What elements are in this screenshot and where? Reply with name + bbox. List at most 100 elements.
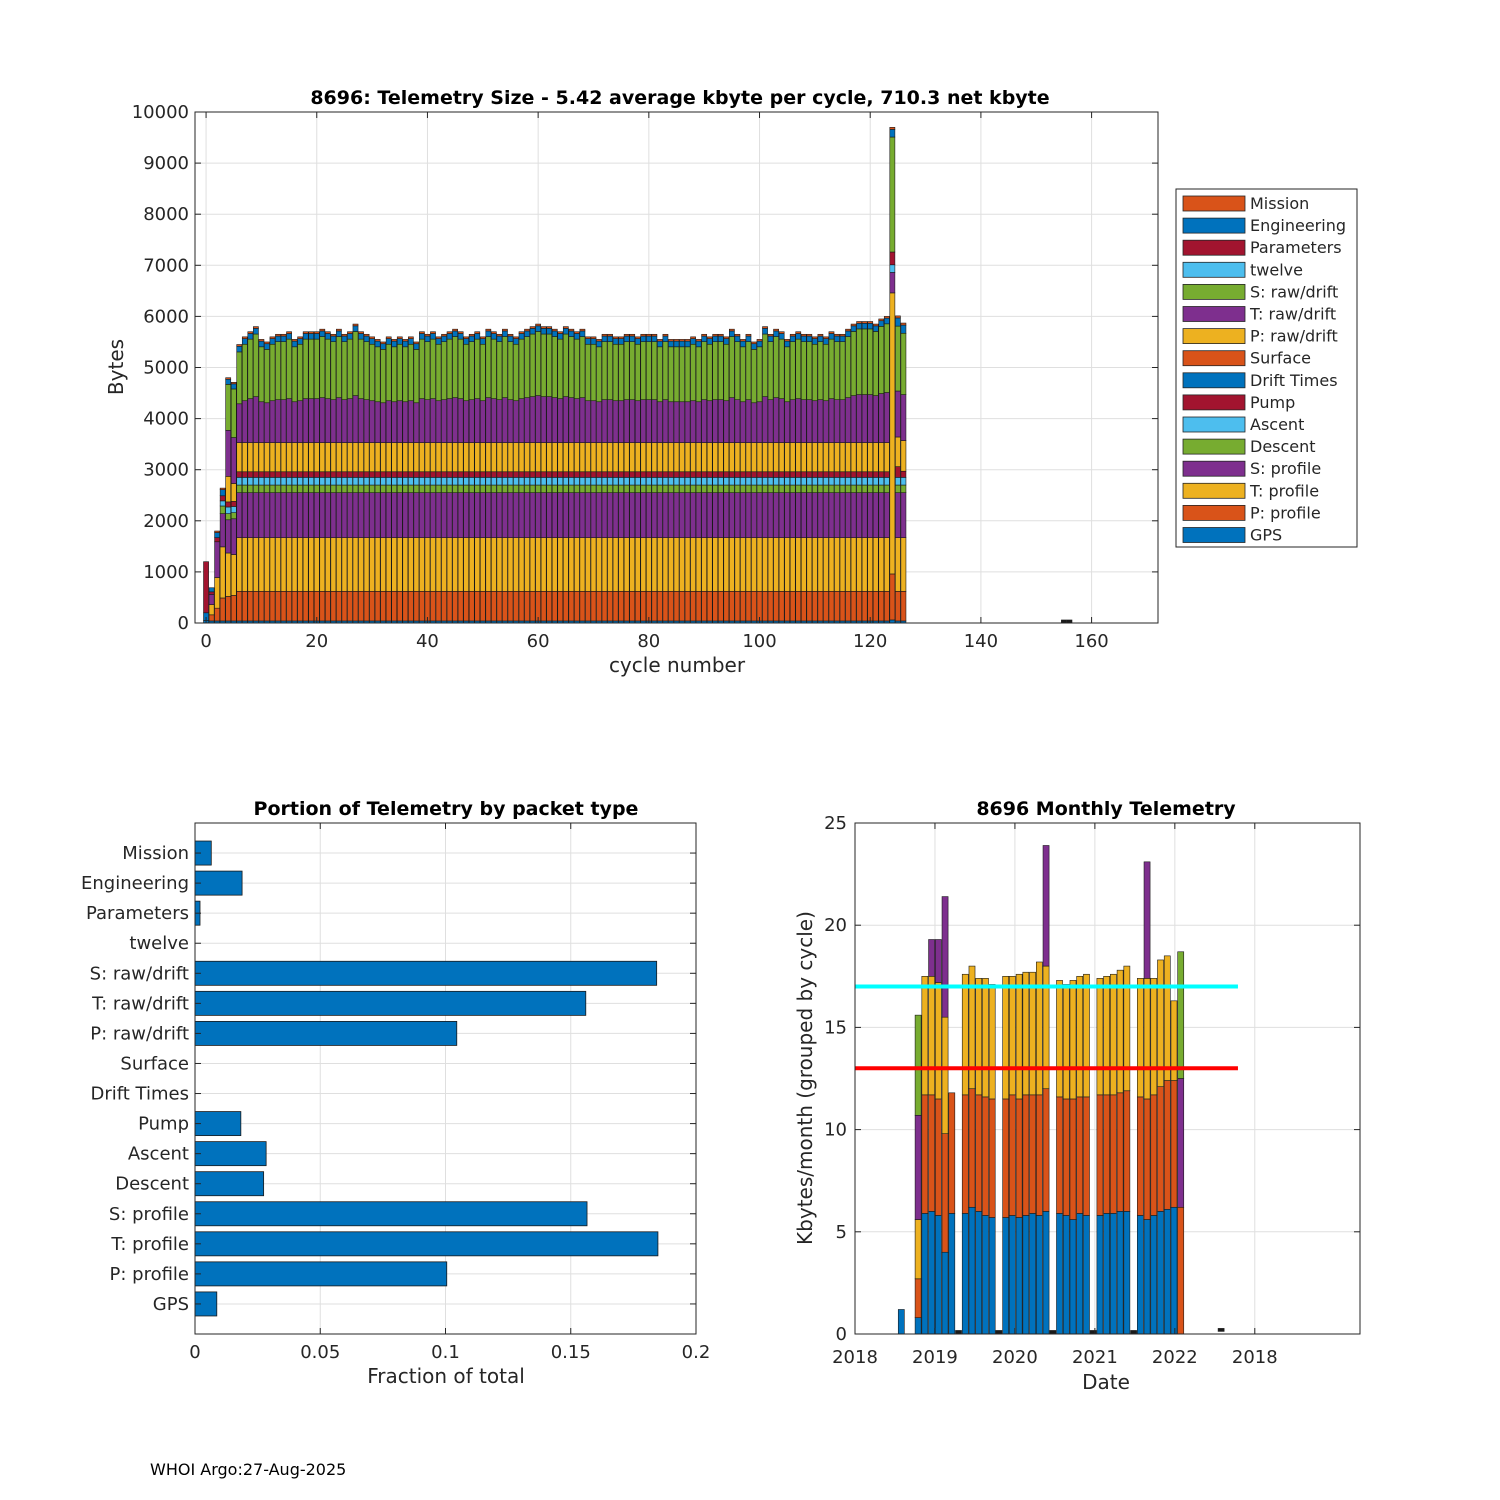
monthly-bar-segment [961,1094,969,1214]
telemetry-size-bar-segment [745,492,752,538]
telemetry-size-bar-segment [407,343,414,402]
telemetry-size-bar-segment [900,394,907,441]
telemetry-size-bar-segment [380,402,387,443]
telemetry-size-bar-segment [834,484,840,493]
monthly-bar-segment [1089,1330,1097,1334]
telemetry-size-bar-segment [856,484,862,493]
telemetry-size-bar-segment [324,492,331,538]
telemetry-size-bar-segment [430,492,436,538]
telemetry-size-bar-segment [313,442,320,473]
telemetry-size-bar-segment [330,537,337,592]
telemetry-size-bar-segment [402,477,409,486]
portion-bar [194,1020,458,1046]
telemetry-size-bar-segment [529,333,536,397]
telemetry-size-xtick-label: 80 [637,631,660,652]
telemetry-size-bar-segment [645,333,652,337]
telemetry-size-bar-segment [258,339,265,342]
telemetry-size-bar-segment [751,477,757,486]
telemetry-size-bar-segment [878,326,885,394]
telemetry-size-bar-segment [712,333,719,337]
telemetry-size-bar-segment [728,591,735,622]
telemetry-size-bar-segment [878,477,885,486]
telemetry-size-bar-segment [424,537,431,592]
telemetry-size-bar-segment [612,442,619,473]
monthly-xtick-label: 2022 [1152,1347,1198,1368]
telemetry-size-bar-segment [812,400,818,443]
telemetry-size-bar-segment [574,338,580,399]
telemetry-size-bar-segment [214,607,220,622]
telemetry-size-bar-segment [756,346,763,403]
telemetry-size-bar-segment [441,335,447,342]
telemetry-size-bar-segment [468,341,475,400]
telemetry-size-bar-segment [712,537,719,592]
legend-swatch [1182,372,1246,389]
telemetry-size-bar-segment [280,399,287,443]
telemetry-size-bar-segment [607,471,613,478]
telemetry-size-bar-segment [457,484,464,493]
telemetry-size-bar-segment [845,492,851,538]
telemetry-size-bar-segment [839,537,846,592]
telemetry-size-bar-segment [269,400,276,443]
telemetry-size-bar-segment [463,537,470,592]
telemetry-size-bar-segment [701,471,708,478]
telemetry-size-bar-segment [385,471,392,478]
telemetry-size-bar-segment [789,484,796,493]
telemetry-size-bar-segment [717,335,724,342]
telemetry-size-bar-segment [457,398,464,443]
telemetry-size-bar-segment [883,323,890,393]
telemetry-size-bar-segment [452,397,458,443]
telemetry-size-bar-segment [695,484,702,493]
telemetry-size-bar-segment [518,471,525,478]
telemetry-size-bar-segment [430,477,436,486]
telemetry-size-bar-segment [723,336,730,339]
legend-swatch [1182,195,1246,212]
legend-swatch [1182,239,1246,256]
telemetry-size-bar-segment [535,442,541,473]
telemetry-size-bar-segment [574,442,580,473]
telemetry-size-bar-segment [773,330,779,337]
telemetry-size-bar-segment [657,442,663,473]
telemetry-size-bar-segment [834,442,840,473]
telemetry-size-bar-segment [900,591,907,622]
telemetry-size-bar-segment [540,326,547,329]
telemetry-size-bar-segment [441,591,447,622]
telemetry-size-bar-segment [773,537,779,592]
telemetry-size-bar-segment [330,492,337,538]
telemetry-size-bar-segment [374,471,381,478]
telemetry-size-bar-segment [479,492,486,538]
telemetry-size-bar-segment [324,398,331,443]
telemetry-size-bar-segment [856,394,862,443]
telemetry-size-xtick-label: 0 [200,631,211,652]
telemetry-size-bar-segment [479,471,486,478]
telemetry-size-bar-segment [601,442,608,473]
monthly-bar-segment [914,1278,922,1318]
telemetry-size-bar-segment [241,400,248,443]
monthly-ytick-label: 20 [824,915,847,936]
telemetry-size-bar-segment [374,484,381,493]
telemetry-size-bar-segment [324,591,331,622]
telemetry-size-bar-segment [629,399,636,443]
telemetry-size-bar-segment [463,492,470,538]
telemetry-size-bar-segment [468,471,475,478]
telemetry-size-bar-segment [695,471,702,478]
telemetry-size-bar-segment [740,340,746,348]
telemetry-size-bar-segment [452,591,458,622]
telemetry-size-bar-segment [341,335,348,342]
telemetry-size-xtick-label: 100 [742,631,776,652]
monthly-bar-segment [975,978,983,1096]
telemetry-size-bar-segment [275,341,281,400]
monthly-bar-segment [1009,975,1016,1096]
telemetry-size-bar-segment [491,477,497,486]
telemetry-size-bar-segment [241,537,248,592]
telemetry-size-bar-segment [640,335,647,342]
telemetry-size-bar-segment [618,471,625,478]
telemetry-size-bar-segment [374,401,381,443]
telemetry-size-bar-segment [502,336,508,398]
telemetry-size-bar-segment [496,442,503,473]
telemetry-size-bar-segment [872,591,879,622]
telemetry-size-bar-segment [358,471,364,478]
telemetry-size-bar-segment [789,399,796,443]
telemetry-size-bar-segment [468,333,475,337]
telemetry-size-bar-segment [358,484,364,493]
telemetry-size-bar-segment [723,484,730,493]
